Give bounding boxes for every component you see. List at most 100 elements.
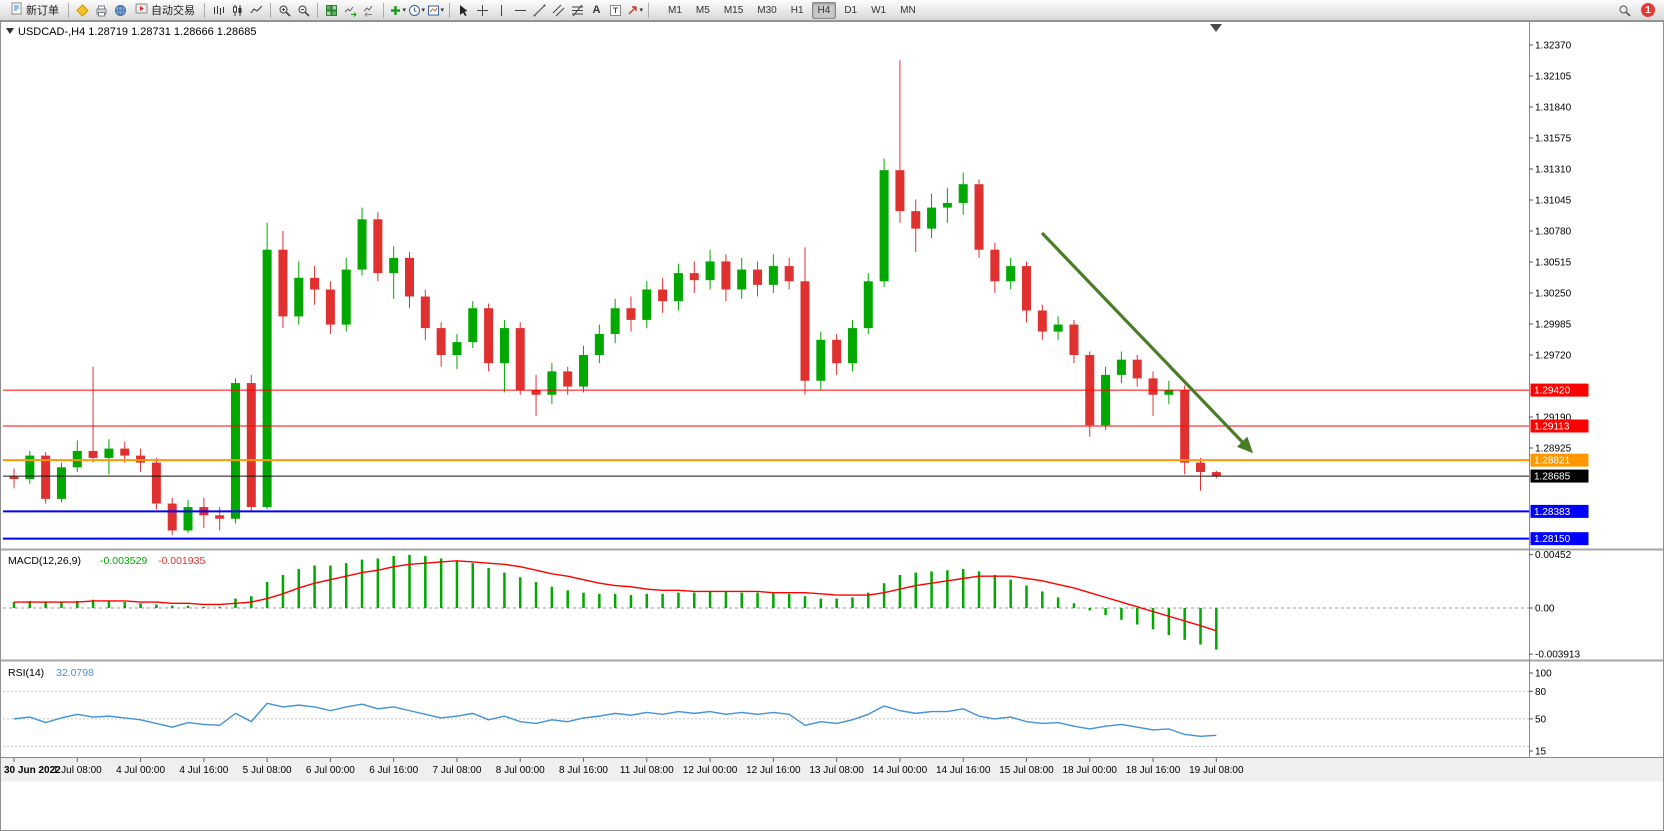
toolbar-separator	[648, 2, 649, 18]
timeframe-d1-button[interactable]: D1	[844, 4, 858, 16]
line-chart-mode-button[interactable]	[247, 1, 266, 20]
vertical-line-tool-button[interactable]	[492, 1, 511, 20]
macd-histogram-bar	[392, 556, 395, 608]
notification-badge[interactable]: 1	[1641, 3, 1655, 17]
timeframe-w1-button[interactable]: W1	[871, 4, 887, 16]
template-chart-icon	[428, 5, 439, 15]
indicators-button[interactable]: ▾	[388, 1, 407, 20]
autotrading-button[interactable]: 自动交易	[130, 0, 200, 20]
candle-body	[563, 371, 573, 387]
candle-body	[1021, 266, 1031, 311]
chart-shift-button[interactable]	[360, 1, 379, 20]
macd-histogram-bar	[123, 602, 126, 608]
templates-button[interactable]: ▾	[426, 1, 445, 20]
rsi-line	[13, 702, 1217, 738]
horizontal-line-icon	[515, 9, 526, 11]
candle-body	[278, 249, 288, 317]
candle-body	[547, 371, 557, 395]
candle-body	[9, 476, 19, 479]
about-button[interactable]	[111, 1, 130, 20]
arrows-tool-button[interactable]: ▾	[625, 1, 644, 20]
candle-body	[88, 450, 98, 458]
macd-histogram-bar	[534, 582, 538, 608]
chart-shift-marker-icon[interactable]	[1210, 24, 1222, 32]
macd-histogram-bar	[1104, 608, 1107, 616]
price-level-box	[1530, 453, 1589, 467]
new-order-icon	[10, 2, 23, 18]
candle-body	[167, 503, 177, 531]
horizontal-lines-layer[interactable]	[3, 389, 1529, 540]
macd-histogram-bar	[693, 592, 696, 608]
timeframe-m15-button[interactable]: M15	[723, 4, 744, 16]
bar-chart-mode-button[interactable]	[209, 1, 228, 20]
fibonacci-tool-button[interactable]	[568, 1, 587, 20]
toolbar-separator	[317, 2, 318, 18]
trendline-tool-button[interactable]	[530, 1, 549, 20]
macd-histogram-bar	[993, 574, 997, 608]
candle-body	[1116, 359, 1126, 375]
zoom-out-button[interactable]	[294, 1, 313, 20]
price-tick-label: 1.32105	[1535, 71, 1572, 82]
macd-histogram-bar	[376, 558, 380, 608]
rsi-indicator-label: RSI(14)	[8, 667, 44, 679]
metaeditor-button[interactable]	[73, 1, 92, 20]
zoom-in-button[interactable]	[275, 1, 294, 20]
autotrading-icon	[135, 2, 148, 18]
macd-histogram-bar	[1167, 608, 1171, 636]
print-icon	[96, 5, 107, 16]
timeframe-mn-button[interactable]: MN	[900, 4, 916, 16]
candle-body	[389, 257, 399, 274]
chevron-down-icon: ▾	[421, 7, 425, 14]
timeframe-h1-button[interactable]: H1	[790, 4, 804, 16]
met aeditor-icon	[76, 3, 89, 17]
time-tick-label: 1 Jul 08:00	[53, 765, 102, 776]
text-tool-button[interactable]: A	[587, 1, 606, 20]
macd-histogram-bar	[1183, 608, 1186, 640]
time-tick-label: 18 Jul 00:00	[1063, 765, 1118, 776]
channel-tool-button[interactable]	[549, 1, 568, 20]
cursor-tool-button[interactable]	[454, 1, 473, 20]
toolbar-separator	[270, 2, 271, 18]
trend-arrow-layer[interactable]	[1040, 231, 1254, 454]
candle-body	[484, 308, 494, 364]
symbol-list-triangle-icon[interactable]	[6, 28, 14, 34]
trend-arrow[interactable]	[1040, 231, 1254, 454]
bar-chart-icon	[214, 5, 224, 15]
candle-body	[1196, 462, 1205, 472]
macd-histogram-bar	[218, 606, 221, 608]
crosshair-tool-button[interactable]	[473, 1, 492, 20]
candlestick-mode-button[interactable]	[228, 1, 247, 20]
periods-button[interactable]: ▾	[407, 1, 426, 20]
macd-histogram-bar	[819, 598, 823, 608]
candles-layer	[9, 60, 1221, 536]
candle-body	[25, 455, 35, 479]
candle-body	[120, 448, 130, 456]
new-order-button[interactable]: 新订单	[5, 0, 64, 20]
time-axis-band[interactable]	[0, 757, 1664, 782]
timeframe-m5-button[interactable]: M5	[695, 4, 710, 16]
auto-scroll-button[interactable]	[341, 1, 360, 20]
macd-histogram-bar	[772, 592, 775, 608]
candle-body	[405, 257, 414, 297]
print-button[interactable]	[92, 1, 111, 20]
clock-icon	[409, 4, 420, 16]
macd-indicator-label: MACD(12,26,9)	[8, 555, 81, 567]
candle-body	[420, 296, 430, 329]
macd-histogram-bar	[1025, 585, 1028, 608]
macd-histogram-bar	[455, 560, 459, 608]
timeframe-h4-button[interactable]: H4	[811, 1, 837, 19]
horizontal-line-tool-button[interactable]	[511, 1, 530, 20]
search-button[interactable]	[1615, 1, 1634, 20]
timeframe-m1-button[interactable]: M1	[668, 4, 682, 16]
price-axis[interactable]: 1.32370 1.32105 1.31840 1.31575 1.31310 1.310…	[1529, 22, 1589, 758]
candle-body	[183, 507, 193, 531]
tile-windows-button[interactable]	[322, 1, 341, 20]
rsi-panel	[3, 690, 1529, 747]
timeframe-m30-button[interactable]: M30	[757, 4, 777, 16]
text-tool-label: A	[592, 4, 601, 16]
candle-body	[673, 273, 683, 302]
text-label-tool-button[interactable]	[606, 1, 625, 20]
candle-body	[1101, 374, 1111, 426]
